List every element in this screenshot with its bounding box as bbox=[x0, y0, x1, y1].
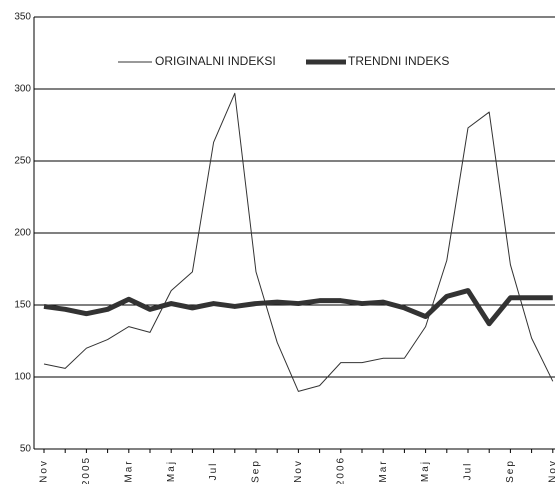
series-line bbox=[43, 288, 553, 327]
x-tick-label: Mar bbox=[123, 459, 134, 482]
x-tick-label: Nov bbox=[293, 459, 304, 483]
y-tick-label: 250 bbox=[14, 156, 31, 167]
y-tick-label: 100 bbox=[14, 372, 31, 383]
legend-label: TRENDNI INDEKS bbox=[348, 54, 449, 68]
y-tick-label: 50 bbox=[20, 444, 32, 455]
x-tick-label: Jul bbox=[463, 462, 474, 481]
legend-label: ORIGINALNI INDEKSI bbox=[155, 54, 276, 68]
y-tick-label: 350 bbox=[14, 12, 31, 23]
x-tick-label: Maj bbox=[166, 460, 177, 482]
y-tick-label: 200 bbox=[14, 228, 31, 239]
x-tick-label: Nov bbox=[39, 459, 50, 483]
x-tick-label: Nov bbox=[547, 459, 555, 483]
x-tick-label: Sep bbox=[251, 459, 262, 483]
y-tick-label: 300 bbox=[14, 84, 31, 95]
x-tick-label: 2005 bbox=[81, 456, 92, 484]
x-tick-label: Maj bbox=[420, 460, 431, 482]
series-line bbox=[43, 92, 554, 392]
x-tick-label: Sep bbox=[505, 459, 516, 483]
x-tick-label: Jul bbox=[208, 462, 219, 481]
x-tick-label: 2006 bbox=[335, 456, 346, 484]
x-tick-label: Mar bbox=[378, 459, 389, 482]
y-tick-label: 150 bbox=[14, 300, 31, 311]
